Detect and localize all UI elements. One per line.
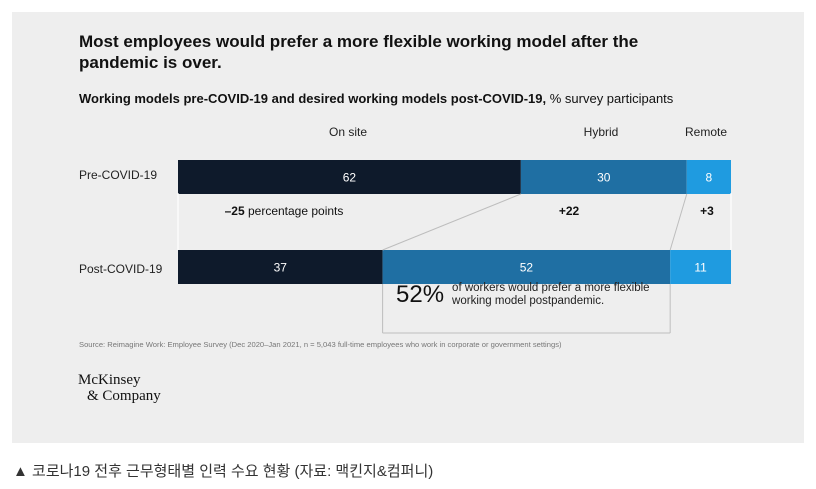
legend-on-site: On site (328, 125, 368, 139)
chart-card (12, 12, 804, 443)
change-on-site-value: –25 (224, 204, 245, 218)
legend-remote: Remote (684, 125, 728, 139)
value-label-post-on-site: 37 (274, 261, 288, 275)
connector-hybrid-remote (669, 193, 688, 251)
value-label-pre-hybrid: 30 (597, 171, 611, 185)
bar-post-on-site (178, 250, 383, 284)
subtitle-bold: Working models pre-COVID-19 and desired … (79, 91, 547, 106)
mckinsey-logo: McKinsey & Company (78, 372, 161, 404)
change-on-site: –25 percentage points (225, 204, 344, 218)
callout-text: of workers would prefer a more flexible … (452, 282, 650, 307)
bar-post-hybrid (382, 250, 671, 284)
connector-onsite-hybrid (382, 193, 522, 251)
bar-pre-on-site (178, 160, 521, 194)
image-caption: ▲ 코로나19 전후 근무형태별 인력 수요 현황 (자료: 맥킨지&컴퍼니) (13, 463, 434, 480)
source-note: Source: Reimagine Work: Employee Survey … (79, 340, 562, 349)
change-remote: +3 (700, 204, 714, 218)
value-label-post-hybrid: 52 (520, 261, 534, 275)
change-remote-value: +3 (700, 204, 714, 218)
value-label-pre-on-site: 62 (343, 171, 357, 185)
logo-line-1: McKinsey (78, 372, 141, 388)
logo-line-2: & Company (87, 388, 161, 404)
value-label-pre-remote: 8 (706, 171, 713, 185)
chart-headline: Most employees would prefer a more flexi… (79, 32, 639, 72)
change-hybrid: +22 (559, 204, 579, 218)
change-on-site-suffix: percentage points (244, 204, 344, 218)
value-label-post-remote: 11 (694, 261, 707, 275)
legend-hybrid: Hybrid (583, 125, 619, 139)
bar-pre-remote (686, 160, 731, 194)
callout: 52% of workers would prefer a more flexi… (396, 281, 677, 309)
bar-post-remote (670, 250, 731, 284)
bar-pre-hybrid (520, 160, 687, 194)
row-label-post-covid: Post-COVID-19 (79, 262, 163, 276)
callout-number: 52% (396, 281, 445, 308)
row-label-pre-covid: Pre-COVID-19 (79, 168, 158, 182)
chart-subtitle: Working models pre-COVID-19 and desired … (79, 91, 673, 106)
subtitle-rest: % survey participants (546, 91, 674, 106)
change-hybrid-value: +22 (558, 204, 580, 218)
